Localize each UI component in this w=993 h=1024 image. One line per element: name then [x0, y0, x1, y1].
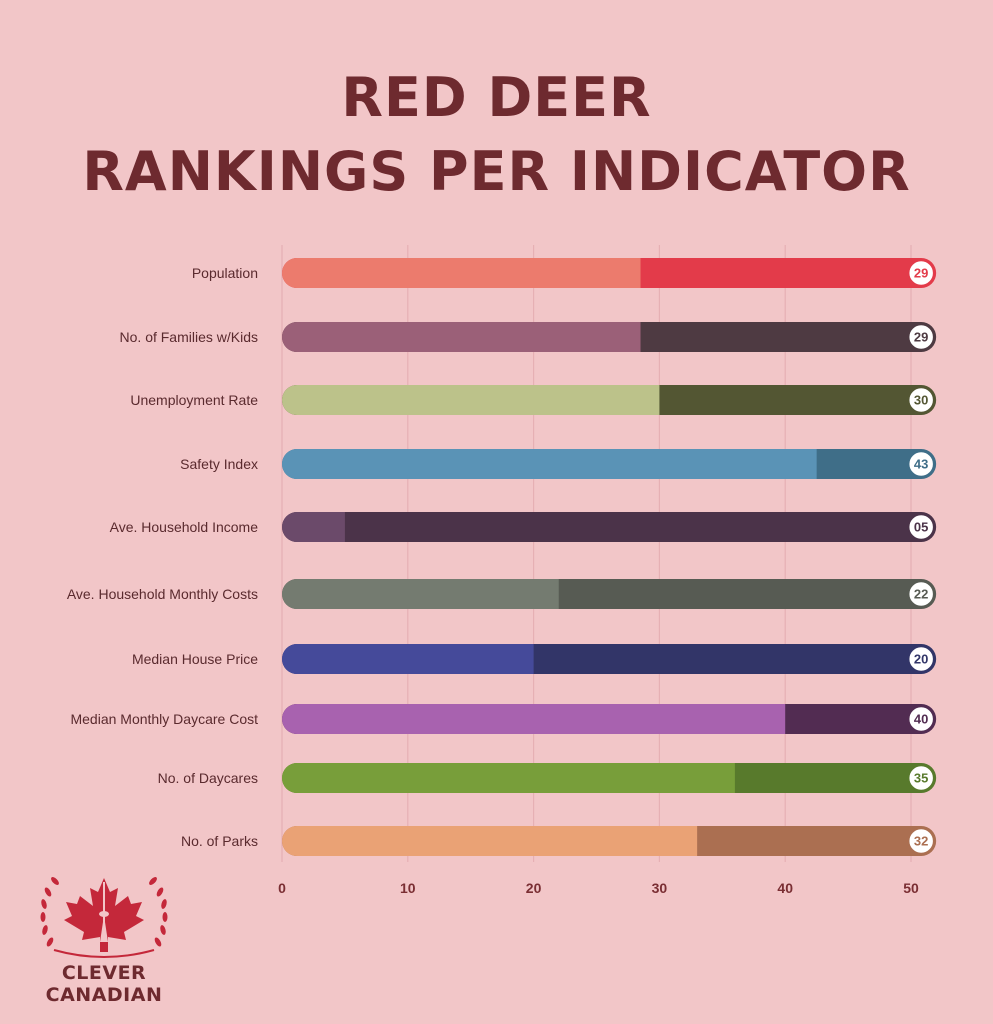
bar-value	[282, 512, 345, 542]
bar-value	[282, 826, 698, 856]
category-label: Safety Index	[180, 456, 258, 472]
data-label-badge	[907, 764, 935, 792]
data-label-badge	[907, 580, 935, 608]
data-label: 29	[914, 266, 928, 281]
data-label: 20	[914, 652, 928, 667]
data-label: 29	[914, 330, 928, 345]
x-tick-label: 50	[903, 880, 919, 896]
data-label-badge	[907, 645, 935, 673]
data-label-badge	[907, 513, 935, 541]
data-label: 22	[914, 587, 928, 602]
category-label: No. of Daycares	[158, 770, 258, 786]
brand-name-line-2: CANADIAN	[45, 984, 163, 1006]
bar-value	[282, 258, 641, 288]
bar-value	[282, 449, 817, 479]
category-label: Ave. Household Income	[110, 519, 259, 535]
bar-value	[282, 704, 786, 734]
data-label: 40	[914, 712, 928, 727]
data-label-badge	[907, 450, 935, 478]
x-tick-label: 40	[777, 880, 793, 896]
x-tick-label: 10	[400, 880, 416, 896]
data-label-badge	[907, 705, 935, 733]
category-label: Unemployment Rate	[130, 392, 258, 408]
data-label: 30	[914, 393, 928, 408]
category-label: No. of Families w/Kids	[120, 329, 258, 345]
category-label: Ave. Household Monthly Costs	[67, 586, 258, 602]
data-label: 43	[914, 457, 928, 472]
bar-value	[282, 385, 660, 415]
data-label: 05	[914, 520, 928, 535]
bar-value	[282, 644, 534, 674]
data-label-badge	[907, 827, 935, 855]
x-tick-label: 30	[652, 880, 668, 896]
data-label-badge	[907, 259, 935, 287]
clever-canadian-logo: CLEVER CANADIAN	[36, 872, 172, 1012]
data-label-badge	[907, 386, 935, 414]
category-label: Median Monthly Daycare Cost	[70, 711, 258, 727]
category-label: No. of Parks	[181, 833, 258, 849]
chart-title-line-2: RANKINGS PER INDICATOR	[82, 140, 911, 203]
x-axis-ticks: 0 10 20 30 40 50	[278, 880, 919, 896]
data-label-badge	[907, 323, 935, 351]
bar-value	[282, 579, 559, 609]
brand-name-line-1: CLEVER	[61, 962, 147, 984]
bar-value	[282, 763, 735, 793]
data-label: 32	[914, 834, 928, 849]
category-label: Median House Price	[132, 651, 258, 667]
x-tick-label: 20	[526, 880, 542, 896]
x-tick-label: 0	[278, 880, 286, 896]
maple-leaf-cn-tower-icon	[40, 877, 168, 958]
chart-title-line-1: RED DEER	[341, 66, 652, 129]
category-label: Population	[192, 265, 258, 281]
bar-value	[282, 322, 641, 352]
bars: Population 29 No. of Families w/Kids 29 Unem…	[67, 258, 937, 856]
data-label: 35	[914, 771, 928, 786]
bar-track	[282, 512, 937, 542]
